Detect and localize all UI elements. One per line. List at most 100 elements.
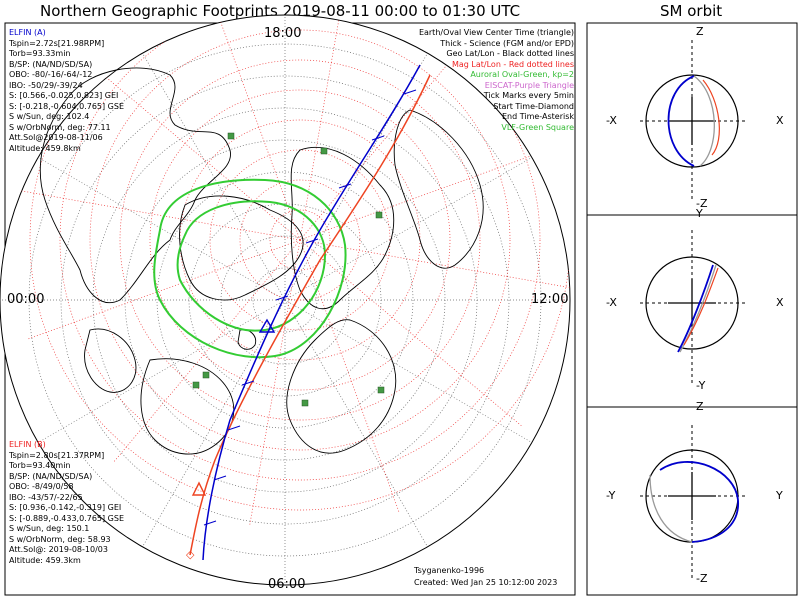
elfin-a-lines: Tspin=2.72s[21.98RPM] Torb=93.33min B/SP: … [9,39,124,155]
vlf-square [202,371,210,379]
mag-lat-circle [239,179,361,301]
geo-lon-line [142,53,286,301]
sm-panel-3 [640,425,745,578]
info-line: S: [-0.218,-0.604,0.765] GSE [9,101,124,111]
info-line: Torb=93.40min [9,461,71,470]
sm-panel-1 [640,40,745,202]
coastline-namerica [286,319,397,454]
info-line: S w/Sun, deg: 102.4 [9,112,90,121]
mag-lon-line [27,239,301,340]
lt-label-left: 00:00 [7,292,45,307]
legend-item: VLF-Green Square [501,122,574,132]
mag-lat-circle [269,209,331,271]
sm-top-label: Z [696,25,704,38]
mag-lat-circle [29,15,570,511]
info-line: Att.Sol@2019-08-11/06 [9,133,103,142]
info-line: B/SP: (NA/ND/SD/SA) [9,59,93,69]
mag-lon-line [113,239,301,463]
coastline-scandinavia [84,328,137,393]
legend-item: Geo Lat/Lon - Black dotted lines [446,49,574,58]
legend-item: Auroral Oval-Green, kp=2 [470,70,574,79]
legend-item: Thick - Science (FGM and/or EPD) [440,38,574,48]
info-line: IBO: -43/57/-22/65 [9,492,83,502]
mag-lon-line [14,189,301,241]
elfin-a-center-triangle [258,318,276,333]
sm-top-label: Z [696,400,704,413]
info-line: OBO: -80/-16/-64/-12 [9,70,93,79]
legend-item: EISCAT-Purple Triangle [484,80,574,90]
auroral-oval-inner [176,200,327,332]
elfin-a-info: ELFIN (A) Tspin=2.72s[21.98RPM] Torb=93.3… [9,28,124,154]
info-line: Tspin=2.80s[21.37RPM] [9,450,105,460]
legend: Earth/Oval View Center Time (triangle) Th… [419,28,574,133]
coastline-europe [140,358,235,455]
vlf-square [377,386,385,394]
sm-frame [586,22,798,596]
vlf-square [192,381,200,389]
mag-lat-circle [89,29,511,451]
vlf-stations [192,132,385,407]
sm-bottom-label: -Y [696,379,706,392]
mag-lon-line [299,17,487,241]
auroral-oval [153,178,347,359]
info-line: S w/OrbNorm, deg: 77.11 [9,122,111,132]
info-line: B/SP: (NA/ND/SD/SA) [9,471,93,481]
geo-lon-line [142,299,286,547]
geo-lat-circle [156,171,414,429]
elfin-b-info: ELFIN (B) Tspin=2.80s[21.37RPM] Torb=93.4… [9,440,124,566]
coastline-arctic [179,195,304,301]
elfin-b-track: ◇ [186,74,431,561]
info-line: Att.Sol@: 2019-08-10/03 [9,545,108,554]
sm-panel-2 [640,230,745,385]
sm-right-label: X [776,296,784,309]
geo-lon-line [284,157,532,301]
vlf-square [227,132,235,140]
info-line: Torb=93.33min [9,49,71,58]
lt-label-top: 18:00 [264,26,302,41]
info-line: S: [0.566,-0.025,0.823] GEI [9,91,119,100]
info-line: Altitude: 459.3km [9,555,81,565]
info-line: IBO: -50/29/-39/24 [9,80,83,90]
legend-item: Mag Lat/Lon - Red dotted lines [451,59,574,69]
coastline-canada [290,146,395,310]
vlf-square [375,211,383,219]
mag-lon-line [200,15,301,241]
footer-author: Tsyganenko-1996 [414,566,485,575]
geo-lon-line [38,157,286,301]
mag-lat-circle [149,89,451,391]
mag-lat-circle [119,59,481,421]
elfin-a-header: ELFIN (A) [9,28,46,37]
info-line: S w/Sun, deg: 150.1 [9,524,90,533]
info-line: S w/OrbNorm, deg: 58.93 [9,534,111,544]
elfin-a-ticks [203,89,417,526]
info-line: OBO: -8/49/0/58 [9,482,74,491]
legend-item: Tick Marks every 5min [483,91,574,100]
sm-bottom-label: -Z [696,197,708,210]
mag-lon-line [299,239,570,291]
lt-label-bottom: 06:00 [268,577,306,592]
sm-right-label: Y [776,489,783,502]
geo-lon-line [284,299,532,443]
mag-lat-circle [59,15,541,481]
elfin-b-start-diamond: ◇ [186,548,195,561]
legend-item: Earth/Oval View Center Time (triangle) [418,28,574,37]
mag-lon-line [299,239,400,513]
sm-left-label: -X [606,114,617,127]
lt-label-right: 12:00 [531,292,569,307]
sm-left-label: -X [606,296,617,309]
mag-lon-line [77,53,301,241]
elfin-b-center-triangle [191,481,207,496]
sm-bottom-label: -Z [696,572,708,585]
vlf-square [301,399,309,407]
coastline-greenland-asia [39,67,231,304]
info-line: Tspin=2.72s[21.98RPM] [9,38,105,48]
elfin-a-track [202,64,421,561]
elfin-b-lines: Tspin=2.80s[21.37RPM] Torb=93.40min B/SP: … [9,451,124,567]
geo-lon-line [284,299,428,547]
vlf-square [320,147,328,155]
mag-lon-line [249,239,301,526]
main-title: Northern Geographic Footprints 2019-08-1… [40,2,521,20]
info-line: Altitude: 459.8km [9,143,81,153]
footer-created: Created: Wed Jan 25 10:12:00 2023 [414,578,558,587]
